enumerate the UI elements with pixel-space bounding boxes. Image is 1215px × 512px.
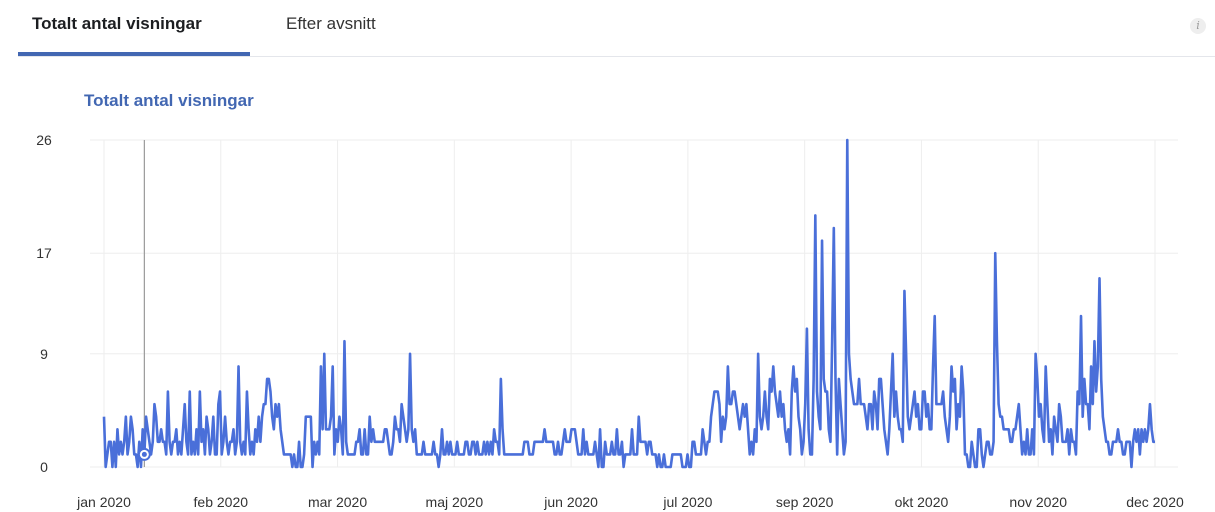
y-tick-label: 9 [40,346,48,362]
active-tab-indicator [18,52,250,56]
x-tick-label: feb 2020 [194,494,249,510]
x-tick-label: nov 2020 [1009,494,1067,510]
y-tick-label: 0 [40,459,48,475]
info-icon[interactable]: i [1190,18,1206,34]
x-tick-label: mar 2020 [308,494,367,510]
x-tick-label: jun 2020 [543,494,598,510]
x-tick-label: dec 2020 [1126,494,1184,510]
tab-by-episode[interactable]: Efter avsnitt [286,14,376,33]
x-tick-label: jul 2020 [662,494,712,510]
tab-bar: Totalt antal visningar Efter avsnitt [18,0,1215,57]
x-tick-label: okt 2020 [895,494,949,510]
x-tick-label: sep 2020 [776,494,834,510]
highlight-point-core [141,451,147,457]
x-tick-label: jan 2020 [76,494,131,510]
y-tick-label: 17 [36,245,52,261]
x-tick-label: maj 2020 [426,494,484,510]
views-series-line [102,138,1155,469]
tab-total-views[interactable]: Totalt antal visningar [32,14,202,33]
chart-title: Totalt antal visningar [84,91,254,110]
y-tick-label: 26 [36,132,52,148]
